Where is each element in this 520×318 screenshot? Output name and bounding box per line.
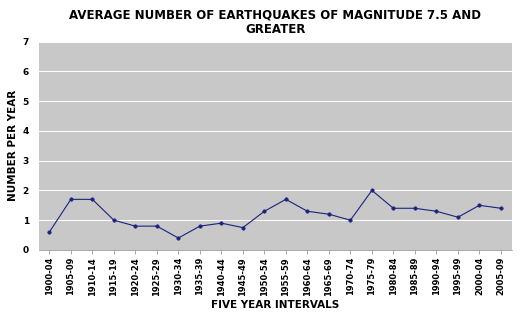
X-axis label: FIVE YEAR INTERVALS: FIVE YEAR INTERVALS xyxy=(211,300,339,310)
Title: AVERAGE NUMBER OF EARTHQUAKES OF MAGNITUDE 7.5 AND
GREATER: AVERAGE NUMBER OF EARTHQUAKES OF MAGNITU… xyxy=(69,8,481,36)
Y-axis label: NUMBER PER YEAR: NUMBER PER YEAR xyxy=(8,90,18,201)
